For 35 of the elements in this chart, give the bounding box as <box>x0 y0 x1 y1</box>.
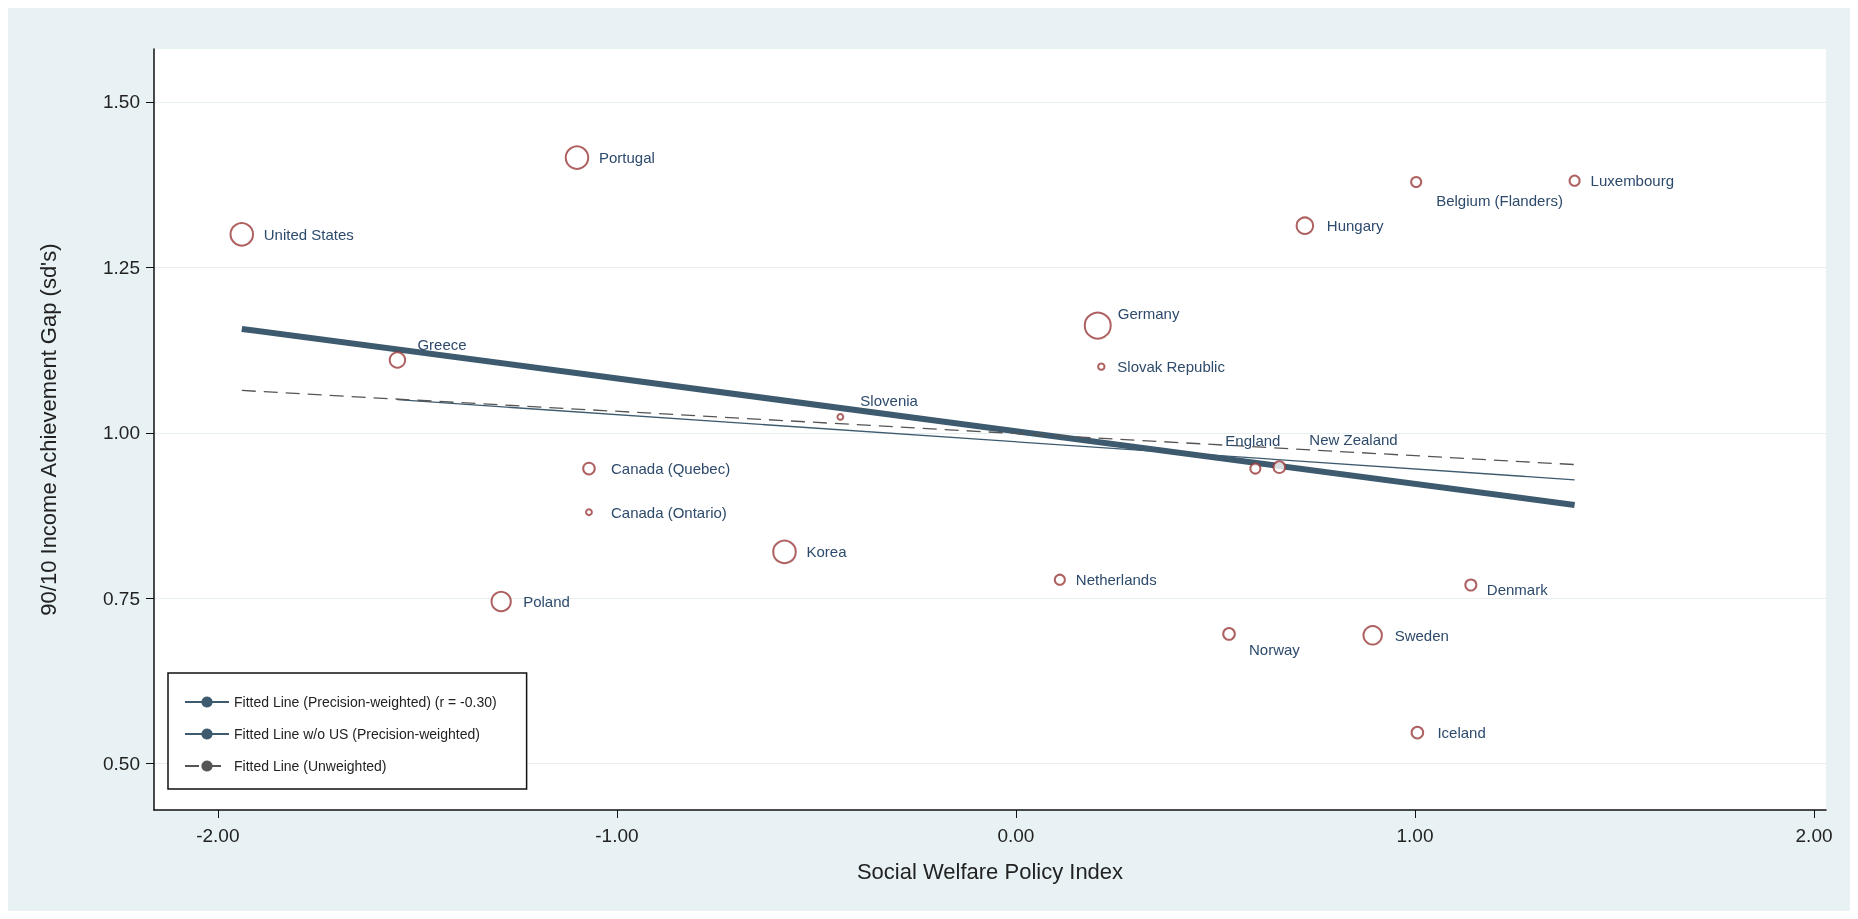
y-tick-label: 1.00 <box>103 422 140 444</box>
annotation: Canada (Quebec) <box>610 460 731 478</box>
annotation: Belgium (Flanders) <box>1436 191 1563 209</box>
x-tick-label: 1.00 <box>1396 825 1434 846</box>
y-axis-title: 90/10 Income Achievement Gap (sd's) <box>35 243 61 616</box>
annotation: Greece <box>417 335 467 353</box>
legend-label: Fitted Line (Precision-weighted) (r = -0.30) <box>234 694 497 710</box>
x-tick-label: -1.00 <box>595 825 639 846</box>
y-tick-label: 0.50 <box>103 753 140 775</box>
annotation: Netherlands <box>1075 571 1157 589</box>
annotation: Denmark <box>1486 580 1549 598</box>
annotation: Iceland <box>1437 724 1486 742</box>
annotation: Poland <box>523 593 570 611</box>
annotation: Norway <box>1249 641 1301 659</box>
annotation: New Zealand <box>1309 430 1398 448</box>
annotation: Hungary <box>1326 217 1385 235</box>
x-tick-label: -2.00 <box>196 825 240 846</box>
annotation: Canada (Ontario) <box>610 503 727 521</box>
y-tick-label: 0.75 <box>103 587 140 609</box>
y-tick-label: 1.25 <box>103 256 140 278</box>
x-tick-label: 2.00 <box>1795 825 1833 846</box>
x-axis-title: Social Welfare Policy Index <box>856 858 1124 884</box>
annotation: Germany <box>1117 305 1180 323</box>
y-tick-label: 1.50 <box>103 91 140 113</box>
annotation: Slovenia <box>860 392 919 410</box>
legend-label: Fitted Line (Unweighted) <box>234 758 387 774</box>
annotation: Portugal <box>598 149 655 167</box>
annotation: Korea <box>806 543 848 561</box>
annotation: Sweden <box>1394 626 1449 644</box>
annotation: United States <box>263 225 354 243</box>
annotation: Slovak Republic <box>1117 358 1226 376</box>
legend-label: Fitted Line w/o US (Precision-weighted) <box>234 726 480 742</box>
annotation: Luxembourg <box>1590 172 1674 190</box>
x-tick-label: 0.00 <box>997 825 1035 846</box>
annotation: England <box>1225 432 1281 450</box>
